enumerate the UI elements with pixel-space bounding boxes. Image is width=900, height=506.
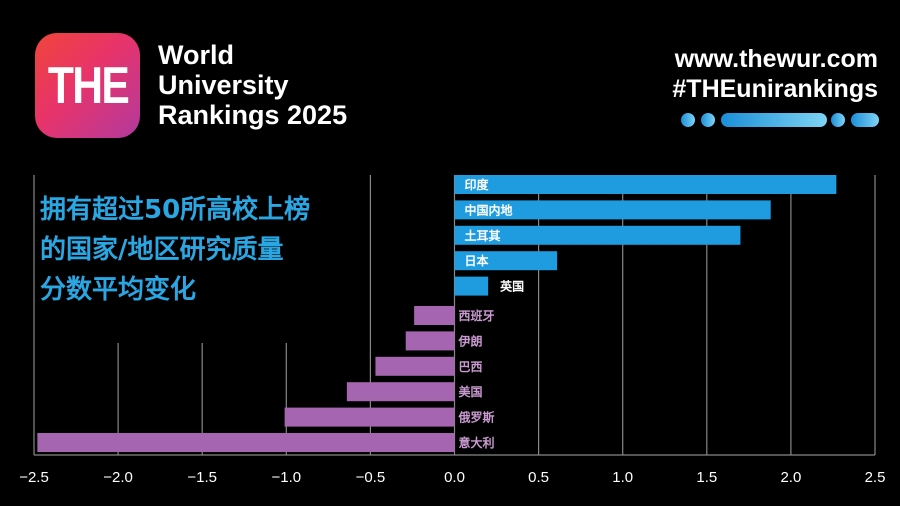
brand-line: University — [158, 70, 289, 100]
x-tick-label: −1.0 — [271, 469, 301, 486]
x-tick-label: 0.0 — [444, 469, 465, 486]
header-links: www.thewur.com #THEunirankings — [672, 44, 878, 104]
bar-label: 西班牙 — [459, 308, 495, 323]
bar — [454, 251, 558, 271]
bar — [454, 200, 771, 220]
brand-title: World University Rankings 2025 — [158, 40, 347, 130]
bar — [414, 306, 455, 325]
bar — [454, 225, 741, 245]
bar — [405, 331, 455, 351]
title-line: 拥有超过50所高校上榜 — [40, 195, 311, 225]
bar — [454, 276, 489, 296]
bar — [346, 382, 455, 402]
the-logo: THE — [35, 33, 140, 138]
bar-label: 日本 — [465, 253, 489, 268]
bar — [454, 175, 837, 194]
brand-line: World — [158, 40, 234, 70]
x-tick-label: 0.5 — [528, 469, 549, 486]
bar-label: 英国 — [500, 279, 524, 294]
bar-label: 土耳其 — [465, 228, 501, 243]
x-tick-label: −0.5 — [356, 469, 386, 486]
decorative-dots — [681, 113, 881, 127]
bar — [375, 356, 455, 376]
chart-title: 拥有超过50所高校上榜 的国家/地区研究质量 分数平均变化 — [40, 190, 310, 310]
website-link[interactable]: www.thewur.com — [674, 45, 878, 73]
logo-text: THE — [47, 56, 129, 115]
x-tick-label: 1.0 — [612, 469, 633, 486]
x-tick-label: 2.5 — [865, 469, 886, 486]
bar-label: 俄罗斯 — [458, 410, 495, 425]
x-tick-label: −2.5 — [19, 469, 49, 486]
bar-label: 美国 — [459, 384, 483, 399]
bar-label: 意大利 — [459, 435, 495, 450]
x-tick-label: 2.0 — [780, 469, 801, 486]
bar-label: 中国内地 — [465, 202, 513, 217]
bar-label: 印度 — [465, 177, 490, 192]
x-tick-label: −2.0 — [103, 469, 133, 486]
bar — [37, 433, 455, 452]
title-line: 分数平均变化 — [40, 275, 197, 305]
x-tick-label: 1.5 — [696, 469, 717, 486]
x-tick-label: −1.5 — [187, 469, 217, 486]
hashtag: #THEunirankings — [672, 75, 878, 103]
bar-label: 巴西 — [459, 360, 483, 374]
bar-label: 伊朗 — [458, 333, 483, 348]
title-line: 的国家/地区研究质量 — [40, 235, 284, 265]
brand-line: Rankings 2025 — [158, 100, 348, 130]
bar — [284, 407, 455, 427]
